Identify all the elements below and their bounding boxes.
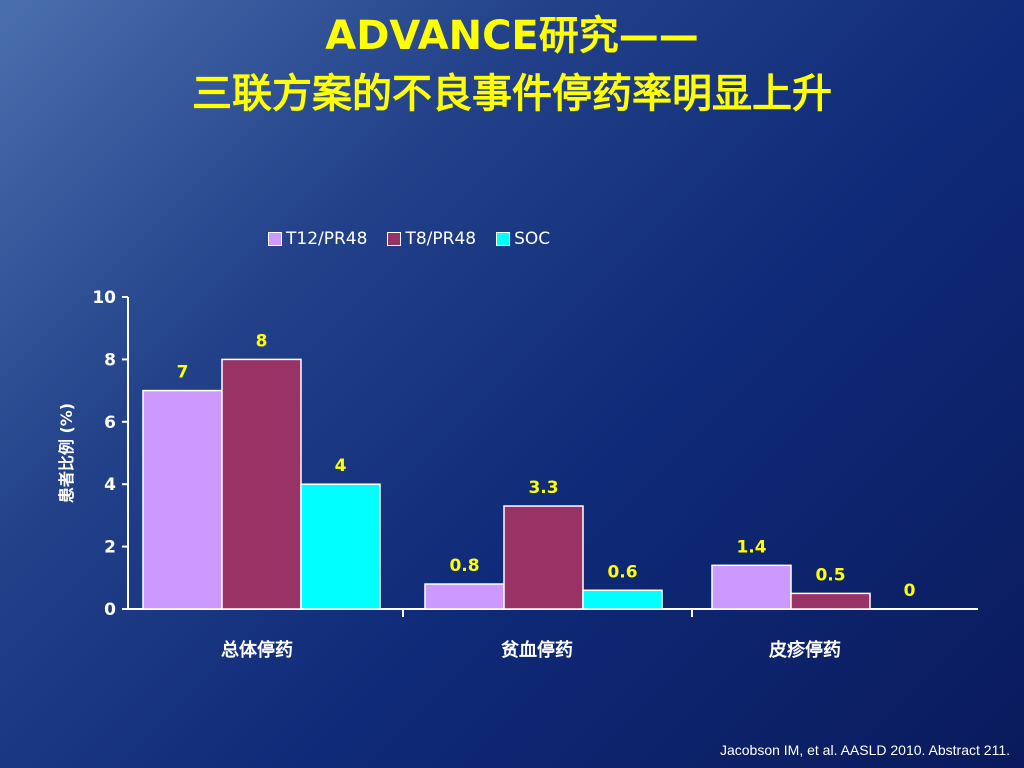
y-tick-label: 10 xyxy=(92,288,116,308)
legend-label-soc: SOC xyxy=(514,229,551,249)
data-label: 0 xyxy=(904,581,916,601)
data-label: 8 xyxy=(256,331,268,351)
bar-t12pr48 xyxy=(424,583,505,610)
data-label: 3.3 xyxy=(528,478,558,498)
legend-swatch-t12pr48 xyxy=(268,232,282,246)
bar-t8pr48 xyxy=(221,358,302,610)
x-category-label: 贫血停药 xyxy=(501,639,573,661)
legend-item-soc: SOC xyxy=(496,229,550,249)
bar-soc xyxy=(300,483,381,610)
y-tick-label: 2 xyxy=(104,538,116,558)
data-label: 0.5 xyxy=(815,565,845,585)
x-category-label: 皮疹停药 xyxy=(769,639,841,661)
citation: Jacobson IM, et al. AASLD 2010. Abstract… xyxy=(719,742,1010,758)
legend-item-t12pr48: T12/PR48 xyxy=(268,229,367,249)
y-tick-label: 4 xyxy=(104,475,116,495)
y-axis-label: 患者比例 (%) xyxy=(57,403,76,503)
data-label: 0.8 xyxy=(449,556,479,576)
chart-legend: T12/PR48 T8/PR48 SOC xyxy=(268,229,570,249)
legend-item-t8pr48: T8/PR48 xyxy=(387,229,476,249)
legend-swatch-t8pr48 xyxy=(387,232,402,246)
bar-t12pr48 xyxy=(711,564,792,610)
x-category-label: 总体停药 xyxy=(221,639,293,661)
data-label: 7 xyxy=(177,363,189,383)
bar-t8pr48 xyxy=(503,505,584,610)
slide-title-line1: ADVANCE研究—— xyxy=(325,13,699,59)
data-label: 4 xyxy=(335,456,347,476)
data-label: 0.6 xyxy=(607,562,637,582)
y-tick-label: 0 xyxy=(104,600,116,620)
data-label: 1.4 xyxy=(736,537,766,557)
bar-t12pr48 xyxy=(142,389,223,610)
slide-title-line2: 三联方案的不良事件停药率明显上升 xyxy=(192,71,832,117)
legend-swatch-soc xyxy=(496,232,511,246)
legend-label-t8pr48: T8/PR48 xyxy=(405,229,477,249)
y-tick-label: 8 xyxy=(104,350,116,370)
y-tick-label: 6 xyxy=(104,413,116,433)
legend-label-t12pr48: T12/PR48 xyxy=(286,229,368,249)
bar-soc xyxy=(582,589,663,610)
bar-t8pr48 xyxy=(790,592,871,610)
